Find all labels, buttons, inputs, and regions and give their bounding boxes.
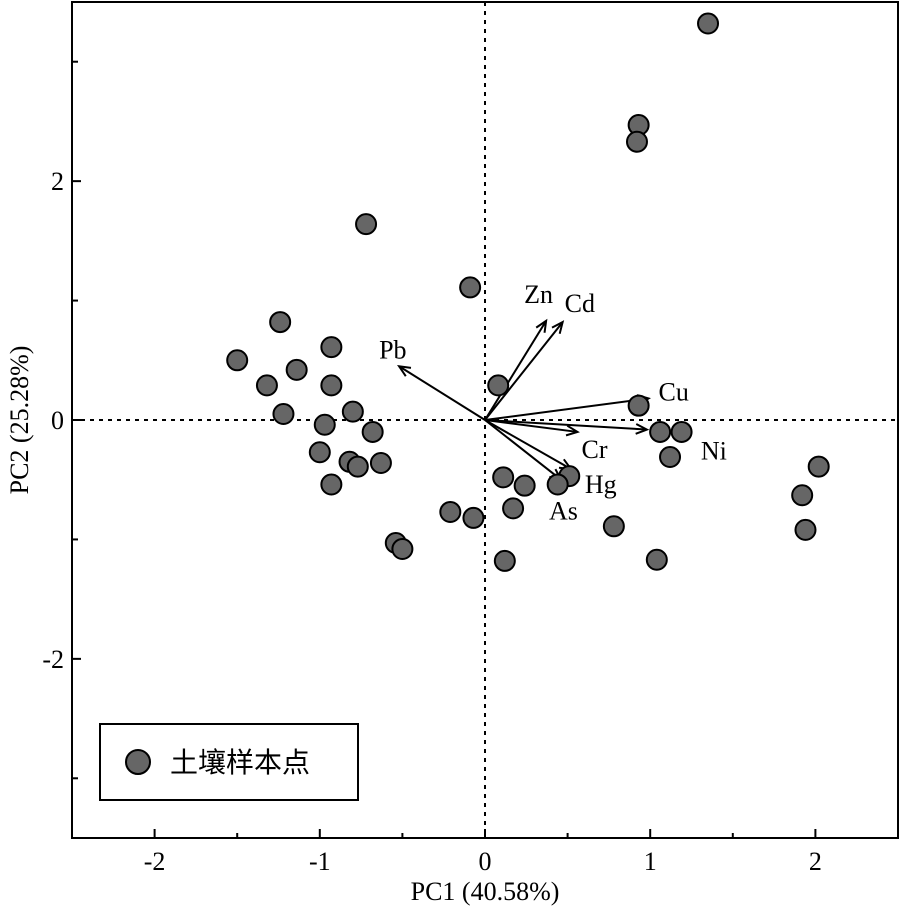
sample-point [320, 336, 343, 359]
loading-label-cr: Cr [582, 435, 608, 464]
sample-point [807, 455, 830, 478]
y-tick-label: 2 [51, 167, 64, 196]
loading-label-hg: Hg [585, 470, 617, 499]
loading-vector-cu [484, 397, 649, 421]
zero-reference-lines [72, 2, 898, 838]
loading-label-as: As [549, 497, 578, 526]
x-tick-label: 2 [809, 847, 822, 876]
loading-label-cd: Cd [565, 289, 595, 318]
sample-point [697, 12, 720, 35]
sample-point [492, 466, 515, 489]
loading-arrowhead-ni [635, 423, 650, 435]
sample-point [369, 451, 392, 474]
legend: 土壤样本点 [99, 723, 359, 801]
sample-point [313, 413, 336, 436]
sample-point [361, 420, 384, 443]
loading-vector-as [484, 419, 562, 481]
loading-vector-ni [484, 419, 647, 431]
loading-label-pb: Pb [379, 335, 406, 364]
sample-point [493, 549, 516, 572]
loading-arrowhead-cd [551, 320, 565, 334]
loading-label-zn: Zn [524, 280, 553, 309]
loading-vector-cd [484, 321, 564, 421]
axis-ticks: -2 -1 0 1 2 -2 0 2 [42, 60, 899, 876]
x-axis-title: PC1 (40.58%) [411, 877, 560, 906]
x-tick-label: -2 [144, 847, 166, 876]
sample-point [602, 515, 625, 538]
sample-point [320, 473, 343, 496]
sample-point [502, 497, 525, 520]
sample-point [320, 374, 343, 397]
loading-vector-cr [484, 419, 578, 433]
sample-point [226, 349, 249, 372]
sample-point [439, 500, 462, 523]
sample-point [391, 537, 414, 560]
sample-point [645, 548, 668, 571]
x-tick-label: 1 [644, 847, 657, 876]
sample-point [355, 213, 378, 236]
sample-point [625, 130, 648, 153]
sample-point [670, 420, 693, 443]
y-tick-label: 0 [51, 406, 64, 435]
legend-marker [125, 749, 151, 775]
sample-point [341, 400, 364, 423]
sample-point [308, 441, 331, 464]
sample-point [627, 394, 650, 417]
sample-point [462, 506, 485, 529]
y-tick-label: -2 [42, 645, 64, 674]
sample-point [255, 374, 278, 397]
sample-point [791, 484, 814, 507]
loading-arrowhead-cr [565, 424, 580, 437]
sample-point [285, 358, 308, 381]
legend-box [99, 723, 359, 801]
loading-arrowhead-zn [535, 318, 548, 333]
y-axis-title: PC2 (25.28%) [5, 346, 34, 495]
sample-point [272, 403, 295, 426]
loading-vector-pb [398, 365, 486, 421]
loading-vector-zn [484, 320, 547, 421]
sample-point [649, 420, 672, 443]
loading-arrowhead-pb [397, 364, 412, 377]
sample-point [269, 311, 292, 334]
loading-label-cu: Cu [659, 378, 689, 407]
x-tick-label: 0 [479, 847, 492, 876]
sample-point [546, 473, 569, 496]
sample-point [459, 276, 482, 299]
sample-points [226, 12, 830, 572]
sample-point [346, 455, 369, 478]
sample-point [513, 474, 536, 497]
legend-label: 土壤样本点 [170, 746, 310, 779]
sample-point [487, 374, 510, 397]
sample-point [659, 446, 682, 469]
loading-vector-hg [484, 419, 572, 470]
x-tick-label: -1 [309, 847, 331, 876]
sample-point [794, 518, 817, 541]
loading-label-ni: Ni [701, 437, 727, 466]
